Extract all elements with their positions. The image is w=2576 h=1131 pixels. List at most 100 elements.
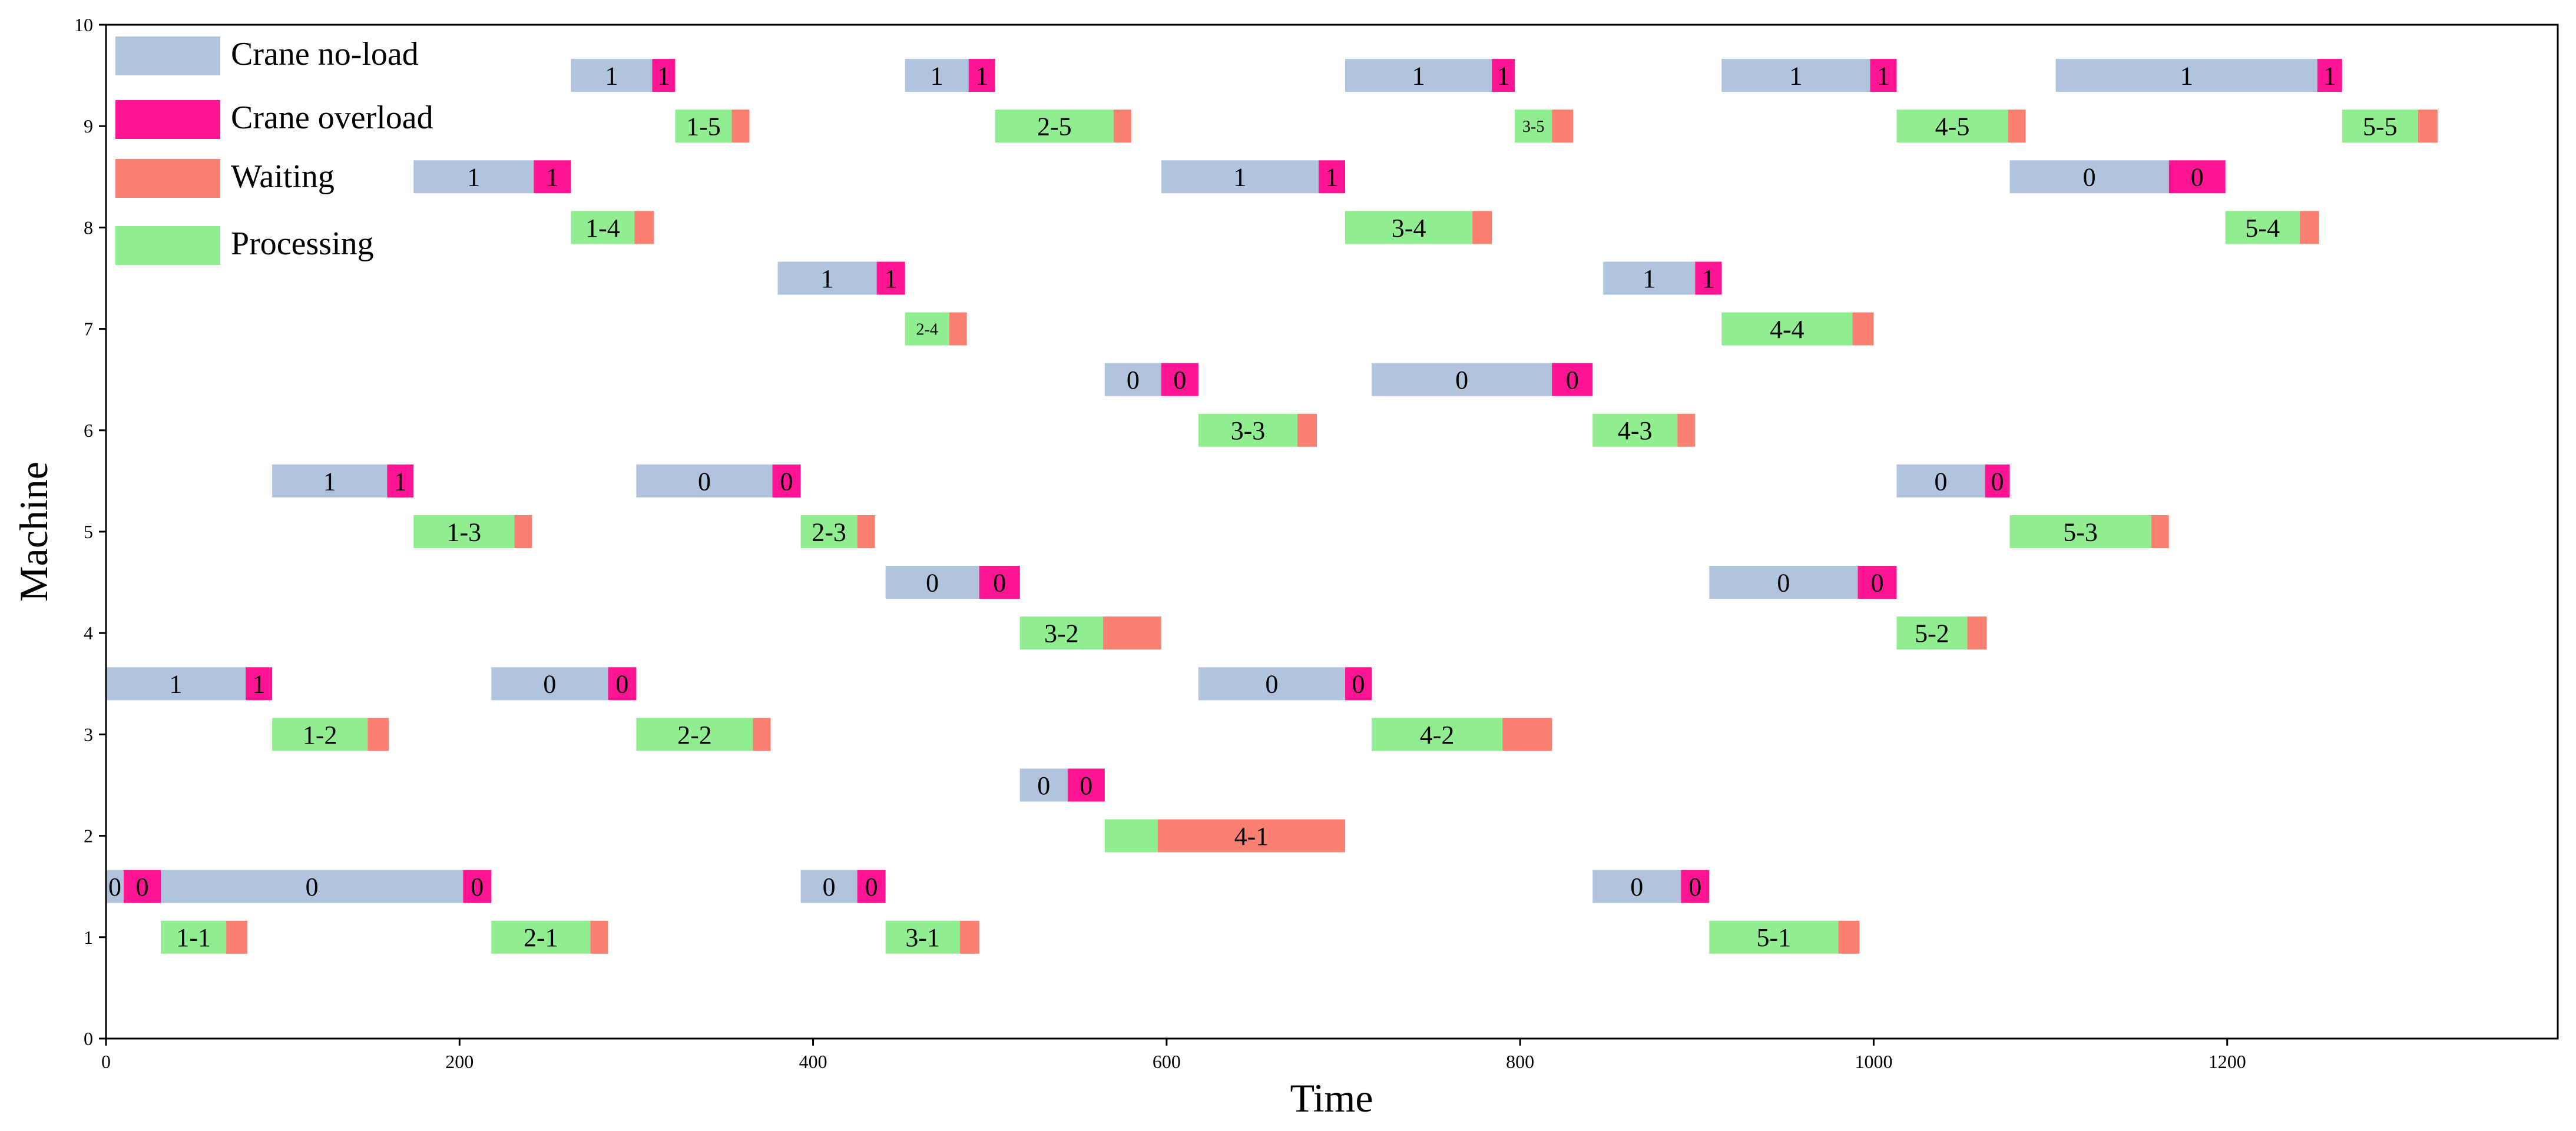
bar-label: 0 <box>1265 670 1278 699</box>
bar-label: 1-5 <box>686 112 721 141</box>
gantt-bar-processing <box>1019 616 1103 650</box>
y-tick-label: 10 <box>74 14 93 35</box>
bar-label: 1 <box>1497 62 1510 91</box>
gantt-bar-waiting <box>226 920 248 954</box>
y-tick-label: 6 <box>84 420 93 441</box>
gantt-bar-waiting <box>590 920 608 954</box>
gantt-bar-waiting <box>959 920 979 954</box>
bar-label: 0 <box>1173 366 1186 394</box>
bar-label: 2-5 <box>1037 112 1072 141</box>
gantt-bar-no-load <box>777 261 877 295</box>
bar-label: 1 <box>2180 62 2193 91</box>
gantt-bar-no-load <box>885 566 979 599</box>
bar-label: 4-1 <box>1234 822 1269 851</box>
gantt-bar-processing <box>571 211 635 244</box>
y-tick-label: 4 <box>84 622 93 644</box>
gantt-bar-no-load <box>413 160 534 194</box>
legend-label: Waiting <box>231 158 335 195</box>
bar-label: 0 <box>926 569 939 598</box>
gantt-bar-waiting <box>2418 110 2438 143</box>
bar-label: 2-4 <box>916 320 938 339</box>
bar-label: 1 <box>657 62 670 91</box>
gantt-bar-processing <box>1515 110 1552 143</box>
gantt-bar-overload <box>1870 59 1897 92</box>
gantt-bar-overload <box>857 870 886 903</box>
gantt-bar-no-load <box>272 464 388 497</box>
gantt-bar-waiting <box>753 718 771 751</box>
y-tick-label: 1 <box>84 927 93 948</box>
gantt-bar-no-load <box>905 59 969 92</box>
gantt-bar-waiting <box>1297 413 1317 447</box>
gantt-bar-no-load <box>106 667 246 701</box>
x-tick-label: 0 <box>101 1051 111 1072</box>
bar-label: 1 <box>467 163 480 192</box>
bar-label: 0 <box>780 467 793 496</box>
gantt-bar-overload <box>2317 59 2342 92</box>
x-tick-label: 600 <box>1153 1051 1181 1072</box>
bar-label: 0 <box>823 873 836 901</box>
gantt-bar-waiting <box>1157 819 1346 853</box>
bar-label: 1 <box>2323 62 2336 91</box>
bar-label: 0 <box>1934 467 1947 496</box>
gantt-bar-processing <box>1345 211 1473 244</box>
bar-label: 1 <box>394 467 407 496</box>
gantt-bar-no-load <box>2009 160 2169 194</box>
gantt-bar-overload <box>1552 363 1593 396</box>
y-tick-label: 5 <box>84 521 93 542</box>
gantt-bar-overload <box>1492 59 1515 92</box>
bar-label: 0 <box>1037 771 1050 800</box>
bar-label: 4-5 <box>1935 112 1970 141</box>
bar-label: 3-3 <box>1231 416 1266 445</box>
y-tick-label: 2 <box>84 825 93 847</box>
bar-label: 1 <box>253 670 266 699</box>
bar-label: 0 <box>136 873 149 901</box>
gantt-bar-waiting <box>857 515 875 548</box>
legend-label: Crane overload <box>231 99 433 136</box>
bar-label: 0 <box>1630 873 1643 901</box>
y-tick-label: 3 <box>84 724 93 745</box>
bar-label: 1 <box>931 62 943 91</box>
gantt-bar-no-load <box>2055 59 2317 92</box>
y-tick-label: 8 <box>84 217 93 238</box>
bar-label: 2-3 <box>812 518 846 546</box>
bar-label: 0 <box>2083 163 2096 192</box>
gantt-bar-waiting <box>731 110 750 143</box>
gantt-bar-no-load <box>106 870 124 903</box>
gantt-bar-no-load <box>1104 363 1161 396</box>
gantt-bar-no-load <box>1198 667 1346 701</box>
gantt-bar-overload <box>534 160 571 194</box>
bar-label: 1 <box>975 62 988 91</box>
bar-label: 0 <box>1352 670 1365 699</box>
bar-label: 1-4 <box>585 214 620 243</box>
gantt-bar-overload <box>1345 667 1372 701</box>
gantt-bar-no-load <box>1372 363 1552 396</box>
gantt-bar-overload <box>1161 363 1198 396</box>
bar-label: 1-2 <box>303 721 337 749</box>
bar-label: 0 <box>306 873 319 901</box>
gantt-bar-no-load <box>1709 566 1858 599</box>
gantt-bar-overload <box>772 464 801 497</box>
legend-label: Crane no-load <box>231 36 419 72</box>
x-tick-label: 200 <box>445 1051 474 1072</box>
bar-label: 1 <box>1412 62 1425 91</box>
gantt-bar-overload <box>979 566 1020 599</box>
gantt-bar-no-load <box>800 870 857 903</box>
bar-label: 0 <box>1777 569 1790 598</box>
gantt-bar-processing <box>905 312 949 346</box>
gantt-bar-waiting <box>1472 211 1492 244</box>
gantt-bar-overload <box>1067 768 1105 802</box>
bar-label: 2-2 <box>677 721 712 749</box>
gantt-bar-processing <box>1721 312 1853 346</box>
bar-label: 5-2 <box>1915 619 1949 648</box>
gantt-bar-overload <box>876 261 905 295</box>
bar-label: 0 <box>108 873 121 901</box>
gantt-bar-no-load <box>1603 261 1696 295</box>
gantt-bar-processing <box>2009 515 2151 548</box>
gantt-bar-overload <box>246 667 273 701</box>
bar-label: 0 <box>615 670 628 699</box>
legend-swatch-overload <box>115 100 220 139</box>
bar-label: 0 <box>1127 366 1140 394</box>
gantt-bar-overload <box>1695 261 1722 295</box>
bar-label: 5-1 <box>1757 923 1792 952</box>
